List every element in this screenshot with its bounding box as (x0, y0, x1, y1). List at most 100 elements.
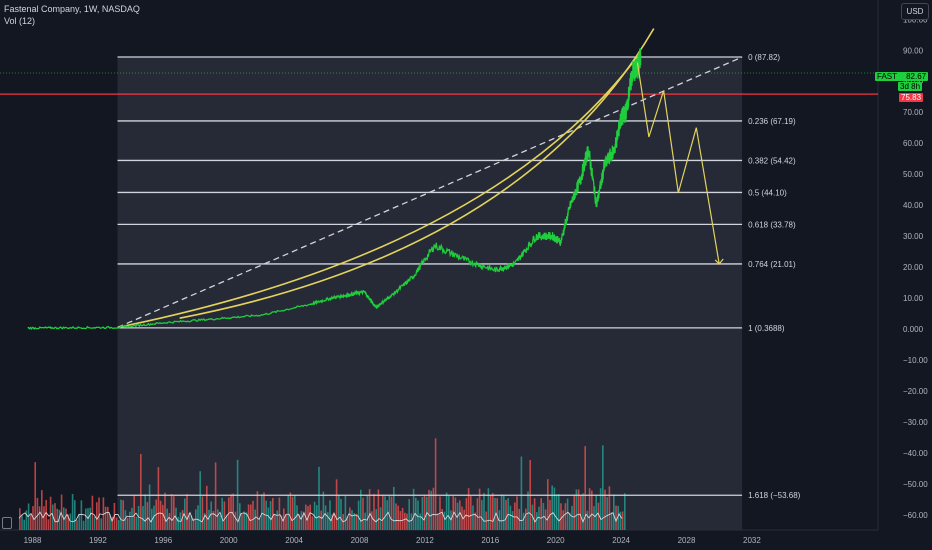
volume-bar (569, 512, 571, 530)
volume-bar (329, 500, 331, 530)
y-tick-label: 60.00 (903, 139, 924, 148)
symbol-label: FAST (877, 72, 897, 81)
volume-bar (206, 485, 208, 530)
volume-bar (47, 519, 50, 530)
volume-bar (144, 494, 146, 530)
volume-bar (430, 490, 432, 530)
volume-bar (553, 487, 556, 530)
volume-bar (395, 503, 397, 530)
volume-bar (109, 514, 111, 530)
volume-bar (353, 513, 355, 530)
volume-bar (373, 493, 375, 530)
volume-bar (476, 498, 479, 530)
volume-bar (164, 492, 166, 530)
volume-bar (410, 513, 413, 530)
volume-bar (461, 506, 463, 530)
volume-bar (131, 507, 133, 530)
volume-bar (52, 504, 54, 530)
volume-bar (298, 514, 300, 530)
volume-bar (151, 508, 153, 530)
countdown-tag: 3d 8h (898, 82, 923, 91)
volume-bar (30, 515, 32, 530)
volume-bar (591, 490, 593, 530)
volume-bar (118, 520, 120, 530)
volume-bar (102, 497, 105, 530)
volume-bar (621, 511, 624, 530)
y-tick-label: −50.00 (903, 480, 928, 489)
volume-bar (617, 505, 619, 530)
volume-bar (58, 509, 61, 530)
volume-bar (481, 500, 483, 530)
volume-bar (349, 507, 351, 530)
volume-bar (364, 512, 366, 530)
volume-bar (124, 510, 127, 530)
volume-bar (397, 505, 399, 530)
volume-bar (331, 514, 333, 530)
volume-bar (19, 508, 21, 530)
volume-bar (582, 493, 584, 530)
currency-button[interactable]: USD (901, 3, 929, 20)
y-tick-label: −40.00 (903, 449, 928, 458)
flag-icon[interactable] (2, 517, 12, 529)
volume-bar (214, 462, 217, 530)
volume-bar (69, 513, 72, 530)
volume-bar (538, 506, 540, 530)
volume-bar (184, 498, 186, 530)
volume-bar (91, 495, 94, 530)
volume-bar (243, 511, 245, 530)
y-tick-label: 50.00 (903, 170, 924, 179)
volume-bar (291, 496, 294, 530)
volume-bar (500, 494, 503, 530)
projection-arrowhead (714, 258, 724, 265)
legend-indicator[interactable]: Vol (12) (4, 16, 36, 26)
volume-bar (23, 519, 25, 530)
volume-bar (412, 488, 415, 530)
volume-bar (606, 497, 608, 530)
y-tick-label: 70.00 (903, 108, 924, 117)
volume-bar (346, 516, 349, 530)
volume-bar (76, 520, 78, 530)
volume-bar (225, 514, 228, 530)
volume-bar (309, 504, 311, 530)
fib-level-label: 1 (0.3688) (748, 324, 785, 333)
volume-bar (472, 505, 474, 530)
projection-path (636, 62, 720, 265)
volume-bar (525, 508, 527, 530)
volume-bar (258, 517, 261, 530)
volume-bar (511, 511, 514, 530)
volume-bar (375, 509, 377, 530)
volume-bar (140, 454, 142, 530)
volume-bar (300, 511, 303, 530)
volume-bar (551, 485, 553, 530)
volume-bar (564, 503, 567, 530)
line-price-tag: 75.83 (899, 93, 924, 102)
volume-bar (54, 503, 56, 530)
volume-bar (555, 494, 558, 530)
volume-bar (38, 506, 41, 530)
y-tick-label: −20.00 (903, 387, 928, 396)
y-tick-label: 10.00 (903, 294, 924, 303)
volume-bar (584, 446, 586, 530)
y-tick-label: 80.00 (903, 77, 924, 86)
x-tick-label: 1996 (154, 536, 172, 545)
fib-level-label: 0.764 (21.01) (748, 260, 796, 269)
volume-bar (162, 504, 164, 530)
volume-bar (276, 510, 278, 530)
volume-bar (36, 497, 39, 530)
volume-bar (153, 505, 155, 530)
volume-bar (514, 502, 516, 530)
volume-bar (120, 499, 122, 530)
volume-bar (520, 456, 523, 530)
volume-bar (320, 510, 322, 530)
volume-bar (448, 495, 450, 530)
y-tick-label: 90.00 (903, 46, 924, 55)
volume-bar (586, 510, 589, 530)
volume-bar (459, 500, 461, 530)
volume-ma-line (18, 511, 623, 523)
volume-bar (492, 493, 494, 530)
volume-bar (463, 509, 465, 530)
x-tick-label: 2016 (481, 536, 499, 545)
volume-bar (245, 512, 248, 530)
volume-bar (496, 498, 498, 530)
